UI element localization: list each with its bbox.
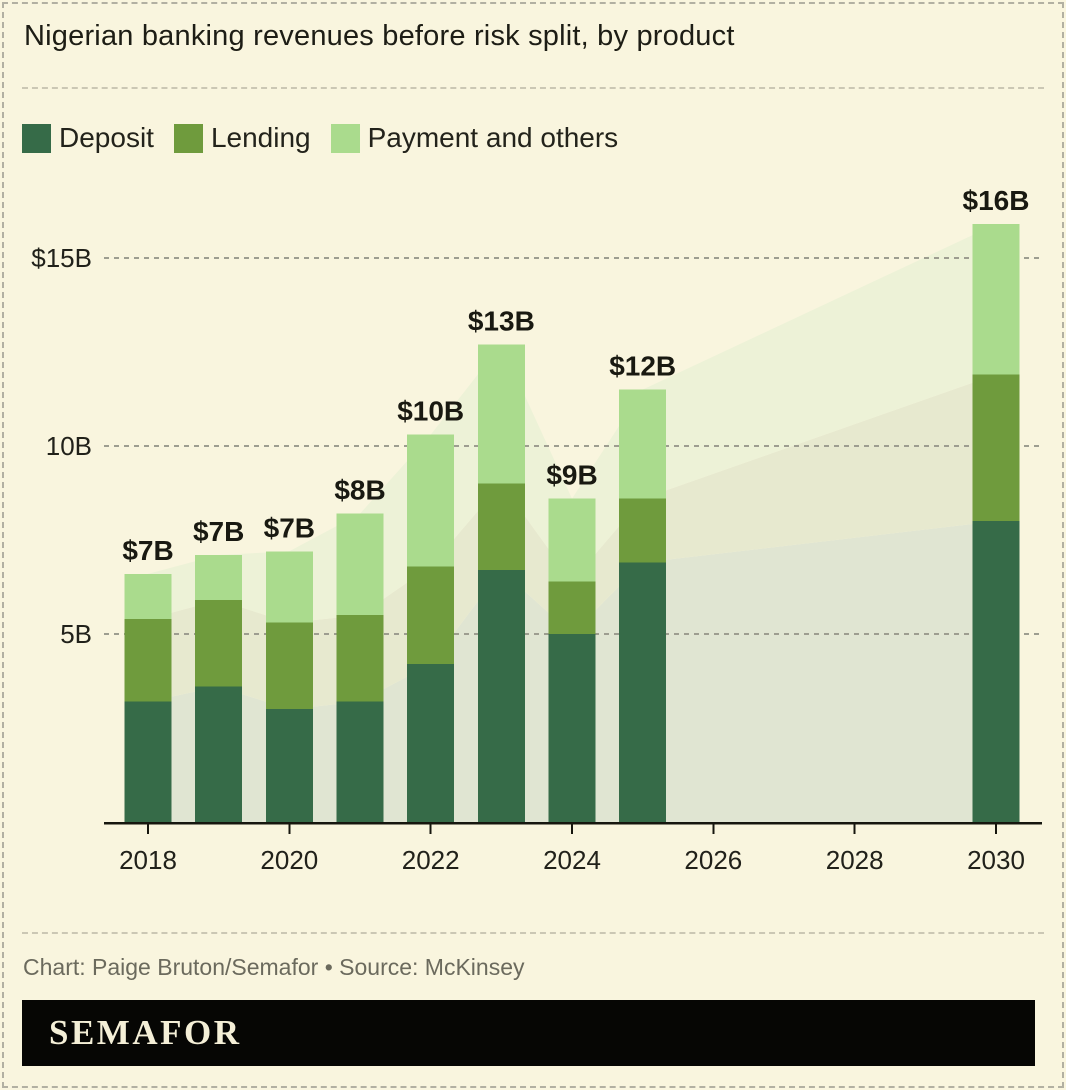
bar-2018-payment-and-others: [124, 573, 172, 619]
legend-label-deposit: Deposit: [59, 122, 154, 153]
bar-2019-lending: [195, 600, 243, 687]
bar-value-label-2024: $9B: [546, 460, 597, 491]
bar-2023-payment-and-others: [477, 344, 525, 484]
legend-item-deposit: Deposit: [22, 122, 154, 154]
x-tick-label-2030: 2030: [967, 845, 1025, 875]
legend-item-payment: Payment and others: [330, 122, 619, 154]
x-tick-label-2018: 2018: [119, 845, 177, 875]
legend-label-payment: Payment and others: [367, 122, 619, 153]
semafor-logo-bar: SEMAFOR: [22, 1000, 1035, 1066]
bar-2024-deposit: [548, 634, 596, 822]
chart-credit: Chart: Paige Bruton/Semafor • Source: Mc…: [23, 954, 525, 980]
bar-2022-lending: [407, 566, 455, 665]
stacked-bar-chart: $15B 10B 5B $7B $7B $7B $8B $10B $13B $9B $12B $16B…: [31, 185, 1042, 875]
bar-value-label-2021: $8B: [334, 475, 385, 506]
bar-2030-payment-and-others: [972, 224, 1020, 375]
bar-2021-lending: [336, 615, 384, 702]
bar-2024-payment-and-others: [548, 498, 596, 582]
bar-2022-deposit: [407, 664, 455, 822]
y-axis-label-5b: 5B: [60, 619, 92, 649]
title-divider: [22, 87, 1044, 89]
legend-swatch-deposit: [22, 123, 51, 153]
chart-title: Nigerian banking revenues before risk sp…: [24, 20, 735, 52]
x-tick-label-2020: 2020: [260, 845, 318, 875]
x-tick-label-2022: 2022: [402, 845, 460, 875]
legend-label-lending: Lending: [210, 122, 311, 153]
bar-2018-lending: [124, 618, 172, 702]
bar-2025-lending: [619, 498, 667, 563]
y-axis-label-15b: $15B: [31, 243, 92, 273]
bar-value-label-2025: $12B: [609, 351, 676, 382]
bar-value-label-2019: $7B: [193, 516, 244, 547]
x-tick-label-2024: 2024: [543, 845, 601, 875]
legend-swatch-payment: [330, 123, 360, 153]
bar-2020-payment-and-others: [265, 551, 313, 623]
bar-2024-lending: [548, 581, 596, 634]
x-tick-label-2028: 2028: [826, 845, 884, 875]
bar-2030-lending: [972, 374, 1020, 522]
bar-2019-deposit: [195, 686, 243, 822]
bar-2030-deposit: [972, 521, 1020, 822]
bar-value-label-2030: $16B: [963, 185, 1030, 216]
bar-2020-lending: [265, 622, 313, 710]
bar-value-label-2022: $10B: [397, 396, 464, 427]
bar-2023-lending: [477, 483, 525, 571]
semafor-logo: SEMAFOR: [49, 1013, 242, 1052]
bar-2021-deposit: [336, 701, 384, 822]
bar-value-label-2023: $13B: [468, 305, 535, 336]
bar-value-label-2020: $7B: [264, 512, 315, 543]
bar-2020-deposit: [265, 709, 313, 822]
bar-2022-payment-and-others: [407, 434, 455, 567]
footer-divider: [22, 932, 1044, 934]
bar-2023-deposit: [477, 570, 525, 822]
y-axis-label-10b: 10B: [46, 431, 92, 461]
chart-legend: Deposit Lending Payment and others: [22, 122, 618, 154]
bar-value-label-2018: $7B: [122, 535, 173, 566]
bar-2021-payment-and-others: [336, 513, 384, 616]
x-tick-label-2026: 2026: [684, 845, 742, 875]
bar-2018-deposit: [124, 701, 172, 822]
bar-2025-payment-and-others: [619, 389, 667, 499]
bar-2025-deposit: [619, 562, 667, 822]
legend-item-lending: Lending: [173, 122, 311, 154]
bar-2019-payment-and-others: [195, 555, 243, 601]
legend-swatch-lending: [173, 123, 203, 153]
